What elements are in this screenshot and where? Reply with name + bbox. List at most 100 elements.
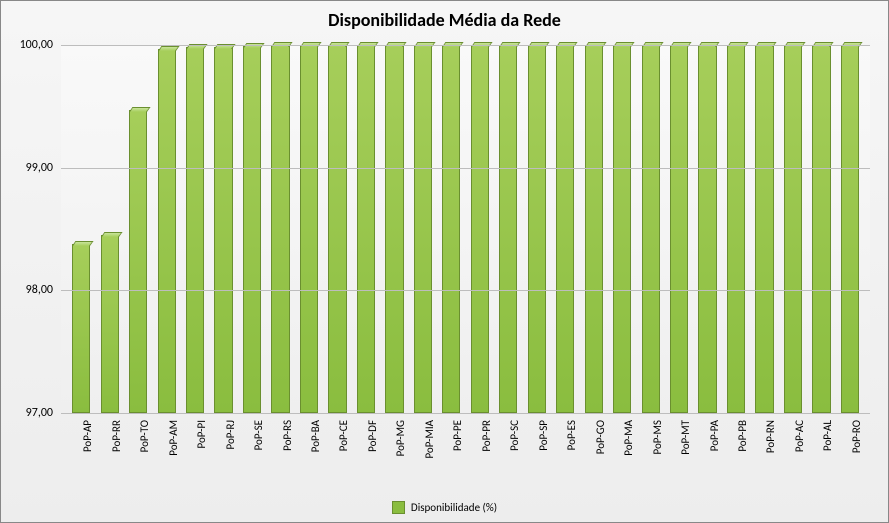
x-tick-label: PoP-MIA (423, 420, 436, 459)
bar-PoP-AL (812, 45, 830, 413)
x-tick: PoP-RR (95, 418, 123, 484)
bar-PoP-RJ (214, 47, 232, 413)
x-tick: PoP-AL (807, 418, 835, 484)
x-tick-label: PoP-RS (281, 420, 294, 451)
x-tick-label: PoP-PI (195, 420, 208, 448)
x-tick-label: PoP-AC (793, 420, 806, 452)
x-tick: PoP-CE (323, 418, 351, 484)
x-axis-labels: PoP-AP PoP-RR PoP-TO PoP-AM PoP-PI PoP-RJ PoP-… (61, 418, 870, 484)
bar-slot (608, 45, 636, 413)
bar-PoP-MA (613, 45, 631, 413)
chart-frame: Disponibilidade Média da Rede 97,0098,00… (0, 0, 889, 523)
legend: Disponibilidade (%) (1, 501, 888, 514)
x-tick: PoP-PR (466, 418, 494, 484)
bar-slot (380, 45, 408, 413)
bar-slot (238, 45, 266, 413)
x-tick-label: PoP-ES (565, 420, 578, 450)
x-tick: PoP-BA (295, 418, 323, 484)
x-tick-label: PoP-RO (850, 420, 863, 453)
x-tick-label: PoP-TO (138, 420, 151, 452)
x-tick-label: PoP-SP (537, 420, 550, 451)
x-tick-label: PoP-RJ (224, 420, 237, 449)
x-tick-label: PoP-MS (651, 420, 664, 454)
plot-area: 97,0098,0099,00100,00 (61, 45, 870, 414)
bar-slot (323, 45, 351, 413)
x-tick: PoP-AP (67, 418, 95, 484)
gridline (61, 168, 870, 169)
bar-PoP-MIA (414, 45, 432, 413)
x-tick: PoP-SP (523, 418, 551, 484)
x-tick: PoP-ES (551, 418, 579, 484)
bar-slot (67, 45, 95, 413)
bar-slot (494, 45, 522, 413)
bar-PoP-AM (158, 49, 176, 413)
bar-slot (466, 45, 494, 413)
x-tick: PoP-MIA (409, 418, 437, 484)
x-tick-label: PoP-GO (594, 420, 607, 454)
x-tick: PoP-RO (836, 418, 864, 484)
x-tick: PoP-MS (636, 418, 664, 484)
bar-PoP-PB (727, 45, 745, 413)
x-tick: PoP-RN (750, 418, 778, 484)
x-tick: PoP-MA (608, 418, 636, 484)
bar-slot (181, 45, 209, 413)
x-tick: PoP-SC (494, 418, 522, 484)
bar-slot (124, 45, 152, 413)
bar-slot (409, 45, 437, 413)
bar-slot (665, 45, 693, 413)
x-tick-label: PoP-RR (110, 420, 123, 452)
bar-PoP-CE (328, 45, 346, 413)
bar-PoP-SE (243, 46, 261, 413)
x-tick: PoP-DF (352, 418, 380, 484)
x-tick: PoP-PI (181, 418, 209, 484)
chart-title: Disponibilidade Média da Rede (1, 9, 888, 31)
bar-slot (836, 45, 864, 413)
x-tick: PoP-PB (722, 418, 750, 484)
y-tick-label: 100,00 (20, 38, 53, 52)
bar-slot (152, 45, 180, 413)
x-tick-label: PoP-MA (622, 420, 635, 456)
bar-slot (579, 45, 607, 413)
x-tick-label: PoP-PA (708, 420, 721, 451)
x-tick-label: PoP-PE (451, 420, 464, 451)
bar-slot (807, 45, 835, 413)
x-tick-label: PoP-SE (252, 420, 265, 450)
x-tick: PoP-AC (779, 418, 807, 484)
x-tick-label: PoP-SC (508, 420, 521, 451)
legend-swatch (392, 501, 405, 514)
bar-slot (209, 45, 237, 413)
x-tick: PoP-PA (693, 418, 721, 484)
bar-slot (779, 45, 807, 413)
x-tick-label: PoP-MT (679, 420, 692, 455)
bar-slot (750, 45, 778, 413)
x-tick-label: PoP-DF (366, 420, 379, 452)
bar-slot (95, 45, 123, 413)
x-tick: PoP-AM (152, 418, 180, 484)
y-tick-label: 98,00 (26, 283, 53, 297)
bar-slot (437, 45, 465, 413)
bar-PoP-RS (271, 45, 289, 413)
x-tick-label: PoP-PB (736, 420, 749, 452)
bar-PoP-MS (642, 45, 660, 413)
bar-slot (352, 45, 380, 413)
x-tick: PoP-RS (266, 418, 294, 484)
bar-PoP-PR (471, 45, 489, 413)
bar-PoP-MG (385, 45, 403, 413)
x-tick: PoP-SE (238, 418, 266, 484)
bar-PoP-PI (186, 47, 204, 413)
x-tick-label: PoP-PR (480, 420, 493, 452)
gridline (61, 413, 870, 414)
x-tick-label: PoP-AM (167, 420, 180, 456)
x-tick: PoP-PE (437, 418, 465, 484)
gridline (61, 290, 870, 291)
bar-slot (266, 45, 294, 413)
bar-PoP-AC (784, 45, 802, 413)
bar-PoP-RR (101, 235, 119, 413)
bar-PoP-BA (300, 45, 318, 413)
bar-PoP-SC (499, 45, 517, 413)
x-tick-label: PoP-CE (337, 420, 350, 451)
bar-PoP-ES (556, 45, 574, 413)
bar-PoP-PE (442, 45, 460, 413)
legend-label: Disponibilidade (%) (411, 501, 497, 514)
gridline (61, 45, 870, 46)
